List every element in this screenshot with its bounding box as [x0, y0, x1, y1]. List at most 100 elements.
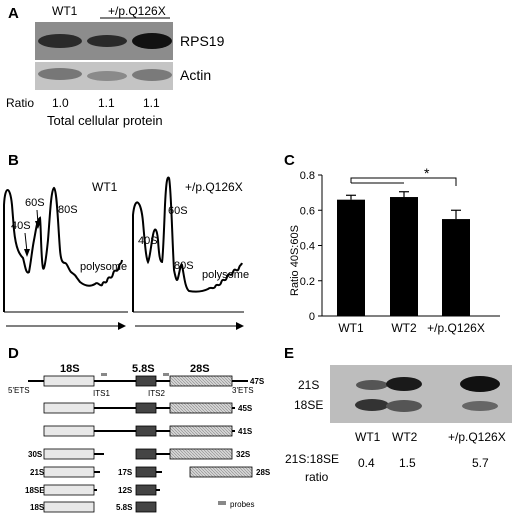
wt1-polysome-label: polysome — [80, 261, 127, 273]
wt1-gradient-arrowhead — [118, 322, 126, 330]
x-tick-label: +/p.Q126X — [427, 321, 485, 335]
panel-e-ratio-label: 21S:18SE — [285, 452, 339, 466]
species-28s: 28S — [256, 468, 271, 477]
y-tick-label: 0.4 — [300, 241, 315, 253]
panel-a-lane-wt1: WT1 — [52, 4, 78, 18]
x-tick-label: WT1 — [338, 321, 364, 335]
species-18se-12s-row — [43, 484, 160, 496]
panel-e-ratio-label-2: ratio — [305, 470, 329, 484]
species-47s-row — [28, 373, 248, 387]
actin-band-3 — [132, 69, 172, 81]
blot-18se-band-mutant — [462, 401, 498, 411]
panel-e-ratio-wt2: 1.5 — [399, 456, 416, 470]
top-label-18s: 18S — [60, 363, 80, 375]
species-21s-17s-28s-row — [43, 466, 253, 478]
species-30s-32s-row — [43, 448, 233, 460]
label-3-ets: 3'ETS — [232, 386, 254, 395]
panel-e-ratio-wt1: 0.4 — [358, 456, 375, 470]
probe-its2 — [163, 373, 169, 376]
band-label-18se: 18SE — [294, 398, 323, 412]
panel-a-ratio-1: 1.0 — [52, 96, 69, 110]
panel-e-lane-wt1: WT1 — [355, 430, 381, 444]
species-30s: 30S — [28, 450, 43, 459]
wt1-profile-trace — [3, 186, 123, 312]
rps19-band-3 — [132, 33, 172, 49]
actin-band-2 — [87, 71, 127, 81]
species-41s-row — [43, 425, 235, 437]
mutant-peak-80s: 80S — [174, 260, 194, 272]
panel-a-ratio-2: 1.1 — [98, 96, 115, 110]
panel-e-letter: E — [284, 345, 294, 362]
y-tick-label: 0.6 — [300, 205, 315, 217]
label-its1: ITS1 — [93, 389, 110, 398]
blot-18se-band-wt1 — [355, 399, 389, 411]
species-45s-row — [43, 402, 235, 414]
probe-its1 — [101, 373, 107, 376]
species-47s: 47S — [250, 377, 265, 386]
panel-a-ratio-label: Ratio — [6, 96, 34, 110]
species-41s: 41S — [238, 427, 253, 436]
top-label-5-8s: 5.8S — [132, 363, 155, 375]
y-tick-label: 0.8 — [300, 170, 315, 182]
mutant-profile-trace — [132, 176, 243, 312]
panel-c-letter: C — [284, 152, 295, 169]
y-tick-label: 0 — [309, 311, 315, 323]
rps19-band-1 — [38, 34, 82, 48]
chart-y-axis-label: Ratio 40S:60S — [289, 225, 301, 296]
species-5-8s: 5.8S — [116, 503, 133, 512]
panel-c-bar-chart: Ratio 40S:60S * 0 0.2 0.4 0.6 0.8 WT1 WT2 +/p.Q… — [289, 165, 500, 335]
panel-d-letter: D — [8, 345, 19, 362]
panel-e-lane-wt2: WT2 — [392, 430, 418, 444]
panel-e-ratio-mutant: 5.7 — [472, 456, 489, 470]
species-17s: 17S — [118, 468, 133, 477]
bar-2 — [442, 219, 470, 316]
panel-e-lane-mutant: +/p.Q126X — [448, 430, 506, 444]
blot-21s-band-wt2 — [386, 377, 422, 391]
wt1-profile-title: WT1 — [92, 180, 118, 194]
panel-a-ratio-3: 1.1 — [143, 96, 160, 110]
species-32s: 32S — [236, 450, 251, 459]
species-12s: 12S — [118, 486, 133, 495]
significance-star: * — [424, 165, 430, 181]
mutant-profile-title: +/p.Q126X — [185, 180, 243, 194]
rps19-label: RPS19 — [180, 33, 225, 49]
wt1-peak-60s: 60S — [25, 197, 45, 209]
bar-0 — [337, 199, 365, 316]
wt1-40s-arrow — [24, 232, 28, 253]
probe-legend-swatch — [218, 501, 226, 505]
species-18se: 18SE — [25, 486, 45, 495]
mutant-polysome-label: polysome — [202, 269, 249, 281]
wt1-40s-arrowhead — [24, 249, 30, 257]
probe-legend-label: probes — [230, 500, 254, 509]
wt1-60s-arrowhead — [35, 221, 41, 229]
mutant-peak-60s: 60S — [168, 205, 188, 217]
bar-1 — [390, 197, 418, 316]
x-tick-label: WT2 — [391, 321, 417, 335]
panel-a-letter: A — [8, 5, 19, 22]
panel-a-lane-mutant: +/p.Q126X — [108, 4, 166, 18]
mutant-gradient-arrowhead — [236, 322, 244, 330]
actin-label: Actin — [180, 67, 211, 83]
wt1-peak-80s: 80S — [58, 204, 78, 216]
label-5-ets: 5'ETS — [8, 386, 30, 395]
band-label-21s: 21S — [298, 378, 319, 392]
northern-blot — [330, 365, 512, 423]
blot-21s-band-wt1 — [356, 380, 388, 390]
top-label-28s: 28S — [190, 363, 210, 375]
blot-21s-band-mutant — [460, 376, 500, 392]
mutant-peak-40s: 40S — [138, 235, 158, 247]
y-tick-label: 0.2 — [300, 276, 315, 288]
panel-a-caption: Total cellular protein — [47, 113, 163, 128]
label-its2: ITS2 — [148, 389, 165, 398]
species-18s: 18S — [30, 503, 45, 512]
significance-bracket — [350, 177, 457, 186]
actin-band-1 — [38, 68, 82, 80]
wt1-peak-40s: 40S — [11, 220, 31, 232]
species-21s: 21S — [30, 468, 45, 477]
rps19-band-2 — [87, 35, 127, 47]
species-45s: 45S — [238, 404, 253, 413]
panel-b-letter: B — [8, 152, 19, 169]
species-18s-5-8s-row — [43, 501, 157, 513]
blot-18se-band-wt2 — [386, 400, 422, 412]
